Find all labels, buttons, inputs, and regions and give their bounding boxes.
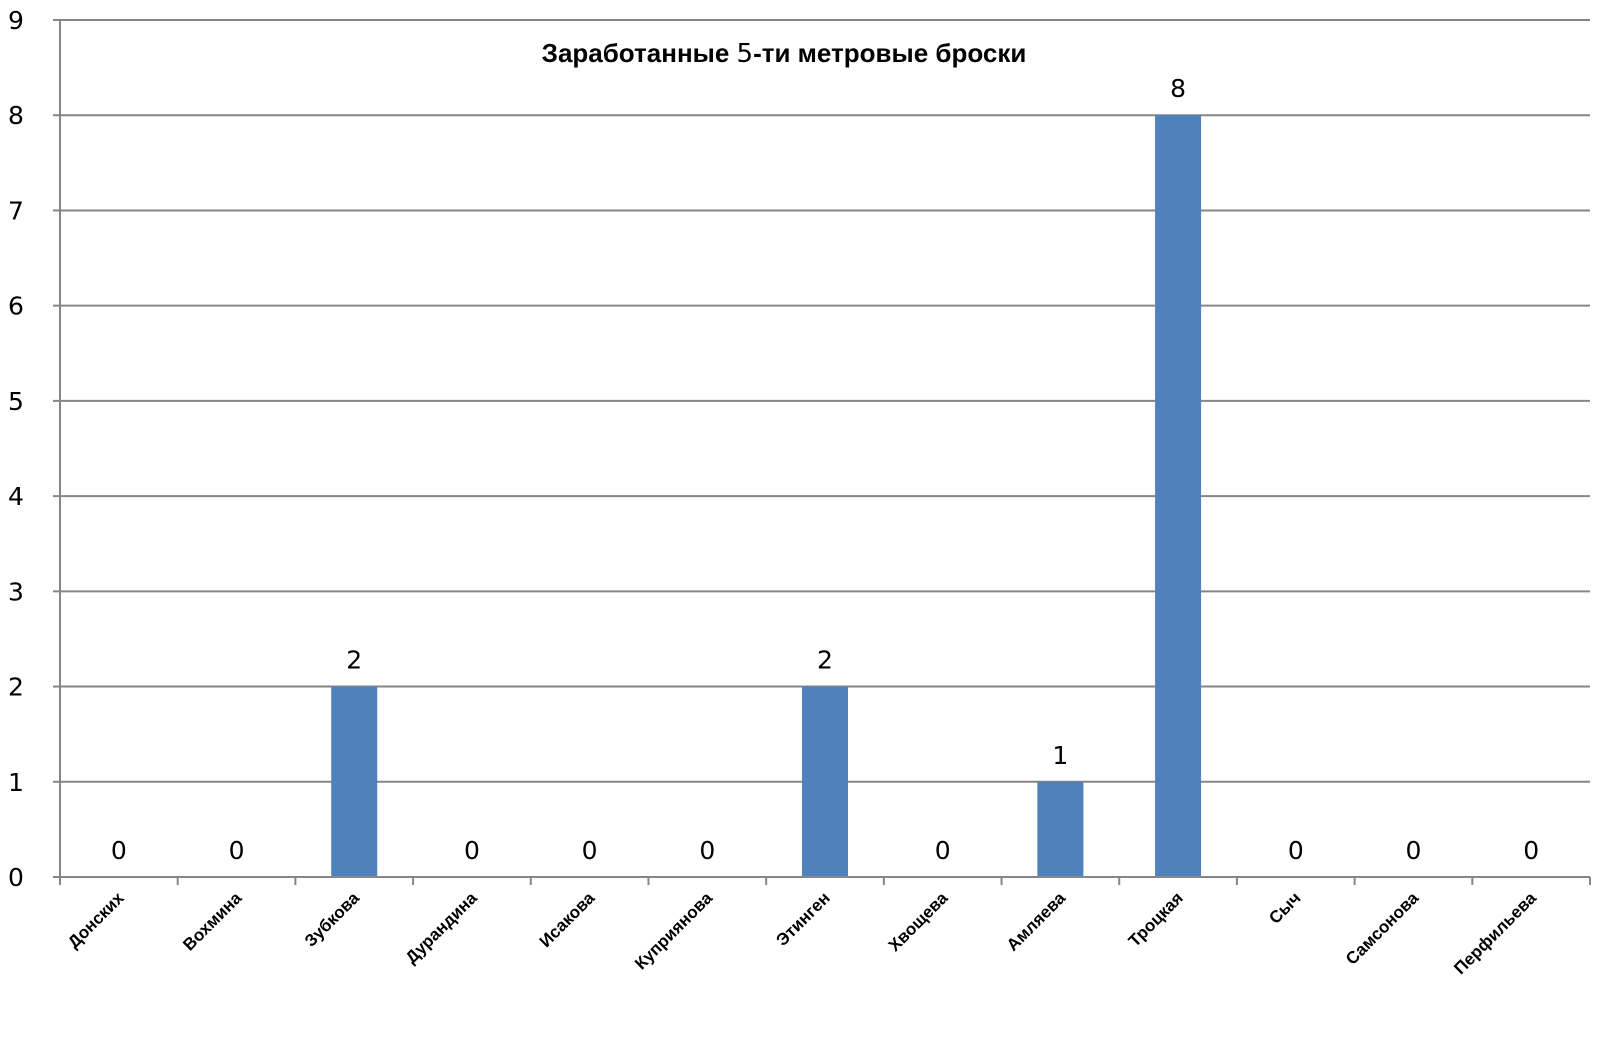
data-label: 0	[582, 836, 598, 865]
data-label: 2	[817, 646, 833, 675]
category-label: Куприянова	[631, 888, 716, 973]
y-tick-label: 9	[8, 6, 24, 35]
data-label: 0	[464, 836, 480, 865]
y-tick-label: 0	[8, 863, 24, 892]
data-label: 0	[1288, 836, 1304, 865]
category-label: Зубкова	[301, 888, 364, 951]
chart-title: Заработанные 5-ти метровые броски	[542, 38, 1027, 69]
data-label: 1	[1052, 741, 1068, 770]
title-part-2: 5	[737, 39, 754, 69]
title-part-1: Заработанные	[542, 38, 737, 68]
title-part-3: -ти метровые броски	[753, 38, 1026, 68]
y-tick-label: 2	[8, 673, 24, 702]
category-label: Хвощева	[885, 888, 952, 955]
y-tick-label: 8	[8, 101, 24, 130]
data-label: 2	[346, 646, 362, 675]
category-label: Троцкая	[1125, 888, 1187, 950]
data-label: 0	[1523, 836, 1539, 865]
category-label: Исакова	[536, 888, 599, 951]
data-label: 0	[229, 836, 245, 865]
category-label: Этинген	[772, 888, 833, 949]
y-tick-label: 6	[8, 292, 24, 321]
labels: 0 1 2 3 4 5 6 7 8 9 0 Донских 0 Вохмина 2 Зубкова 0 Дуран…	[8, 6, 1540, 978]
data-label: 0	[1406, 836, 1422, 865]
data-label: 0	[111, 836, 127, 865]
y-tick-label: 1	[8, 768, 24, 797]
gridlines	[60, 19, 1590, 783]
y-tick-label: 3	[8, 577, 24, 606]
bar-7	[802, 686, 848, 877]
y-tick-label: 5	[8, 387, 24, 416]
bars	[331, 115, 1202, 877]
category-label: Вохмина	[179, 888, 245, 954]
bar-9	[1037, 781, 1084, 877]
category-label: Сыч	[1265, 888, 1304, 927]
data-label: 0	[935, 836, 951, 865]
category-label: Донских	[64, 888, 128, 952]
bar-10	[1155, 115, 1202, 877]
category-label: Самсонова	[1342, 888, 1423, 969]
category-label: Амляева	[1003, 888, 1070, 955]
category-label: Перфильева	[1450, 888, 1540, 978]
y-tick-label: 4	[8, 482, 24, 511]
axes	[53, 19, 1591, 885]
data-label: 8	[1170, 74, 1186, 103]
bar-3	[331, 686, 378, 877]
category-label: Дурандина	[402, 888, 481, 967]
data-label: 0	[699, 836, 715, 865]
y-tick-label: 7	[8, 196, 24, 225]
